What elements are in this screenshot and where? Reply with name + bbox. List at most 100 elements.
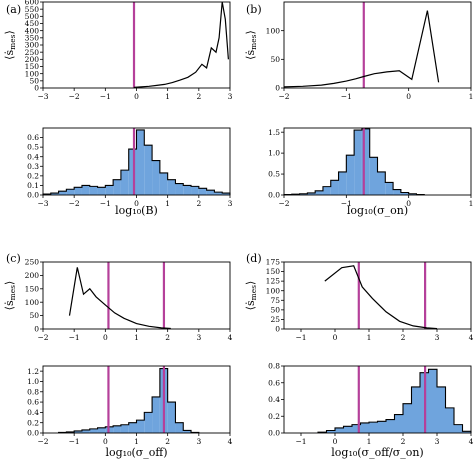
hist-bar — [81, 185, 90, 195]
hist-bar — [386, 419, 395, 433]
bottom-axis-xtick-label: −1 — [69, 437, 80, 446]
top-axis-ytick-label: 125 — [266, 277, 281, 286]
bottom-axis-xtick-label: −1 — [100, 199, 111, 208]
top-axis-ytick-label: 50 — [29, 311, 39, 320]
bottom-axis-ytick-label: 0.8 — [268, 362, 280, 371]
top-axis-xtick-label: 0 — [333, 333, 338, 342]
bottom-axis-ytick-label: 0.4 — [27, 152, 39, 161]
hist-bar — [214, 192, 223, 195]
top-axis-ytick-label: 25 — [270, 315, 280, 324]
hist-bar — [74, 430, 82, 433]
bottom-axis-ytick-label: 0.6 — [268, 378, 280, 387]
hist-bar — [136, 420, 145, 433]
hist-bar — [191, 186, 199, 195]
hist-bar — [322, 186, 331, 195]
top-plot-frame — [42, 261, 231, 330]
top-plot-frame — [42, 1, 231, 89]
bottom-axis-xtick-label: 0 — [333, 437, 338, 446]
bottom-axis-ytick-label: 0.5 — [27, 143, 39, 152]
bottom-axis-ytick-label: 0.0 — [268, 429, 280, 438]
top-axis-xtick-label: 2 — [196, 92, 201, 101]
hist-bar — [394, 414, 403, 433]
hist-bar — [136, 129, 145, 195]
hist-bar — [183, 430, 192, 433]
top-axis-xtick-label: 2 — [401, 333, 406, 342]
x-axis-label: log₁₀(σ_off/σ_on) — [331, 446, 423, 459]
bottom-axis-ytick-label: 0.0 — [27, 429, 39, 438]
top-axis-ytick-label: 250 — [25, 258, 40, 267]
hist-bar — [128, 149, 137, 195]
bottom-axis-xtick-label: −2 — [278, 199, 289, 208]
top-axis-ytick-label: 0 — [275, 84, 280, 93]
top-axis-xtick-label: 0 — [134, 92, 139, 101]
bottom-plot-frame — [283, 365, 472, 434]
top-axis-ytick-label: 450 — [25, 19, 40, 28]
bottom-axis-ytick-label: 0.3 — [27, 162, 39, 171]
panel-1: 0 50 100 −2 −1 0 1 ⟨ṡmes⟩ 0.0 0.5 1.0 1.5 −2 −1 0 1 log₁… — [244, 1, 473, 217]
hist-bar — [89, 428, 98, 433]
hist-outline — [317, 368, 472, 433]
top-axis-xtick-label: −1 — [341, 92, 352, 101]
hist-outline — [42, 129, 231, 195]
hist-bar — [445, 407, 454, 433]
y-axis-label-end: ⟩ — [244, 30, 257, 34]
hist-bar — [183, 185, 192, 195]
bottom-axis-xtick-label: −1 — [295, 437, 306, 446]
hist-bar — [152, 396, 160, 433]
panel-label: (d) — [246, 252, 262, 265]
bottom-axis-ytick-label: 0.2 — [27, 171, 39, 180]
y-axis-label-subscript: mes — [249, 34, 258, 50]
top-axis-ytick-label: 350 — [25, 33, 40, 42]
hist-bar — [354, 130, 362, 195]
hist-bar — [152, 160, 160, 195]
top-axis-xtick-label: 2 — [165, 333, 170, 342]
top-axis-ytick-label: 300 — [25, 41, 40, 50]
bottom-axis-ytick-label: 0.6 — [27, 133, 39, 142]
hist-bar — [369, 422, 378, 433]
bottom-axis-xtick-label: 0 — [406, 199, 411, 208]
bottom-axis-xtick-label: 0 — [103, 437, 108, 446]
top-axis-ytick-label: 50 — [270, 305, 280, 314]
bottom-axis-xtick-label: 2 — [196, 199, 201, 208]
top-axis-xtick-label: 4 — [228, 333, 233, 342]
top-axis-xtick-label: 3 — [196, 333, 201, 342]
top-axis-xtick-label: 3 — [435, 333, 440, 342]
top-axis-xtick-label: 3 — [228, 92, 233, 101]
series-line — [324, 265, 438, 330]
hist-bar — [97, 427, 106, 433]
hist-bar — [58, 191, 67, 195]
bottom-axis-xtick-label: −2 — [69, 199, 80, 208]
bottom-axis-xtick-label: 4 — [228, 437, 233, 446]
top-axis-ytick-label: 0 — [34, 84, 39, 93]
top-axis-ytick-label: 200 — [25, 55, 40, 64]
hist-bar — [346, 155, 355, 195]
top-axis-ytick-label: 400 — [25, 26, 40, 35]
top-axis-ytick-label: 0 — [275, 325, 280, 334]
bottom-axis-ytick-label: 0.5 — [268, 170, 280, 179]
top-axis-xtick-label: 1 — [367, 333, 372, 342]
hist-bar — [167, 179, 176, 195]
bottom-axis-xtick-label: 1 — [165, 199, 170, 208]
panel-label: (c) — [6, 252, 21, 265]
hist-bar — [377, 421, 386, 433]
top-axis-xtick-label: −2 — [278, 92, 289, 101]
bottom-axis-ytick-label: 0.8 — [27, 387, 39, 396]
hist-bar — [360, 422, 369, 433]
top-axis-ytick-label: 75 — [270, 296, 280, 305]
top-axis-xtick-label: −1 — [69, 333, 80, 342]
hist-bar — [361, 128, 370, 195]
hist-bar — [411, 386, 420, 433]
top-axis-ytick-label: 0 — [34, 325, 39, 334]
hist-bar — [343, 426, 352, 433]
top-axis-ytick-label: 100 — [266, 286, 281, 295]
hist-bar — [330, 180, 339, 195]
hist-bar — [175, 183, 184, 195]
hist-bar — [144, 412, 153, 433]
bottom-axis-ytick-label: 1.0 — [27, 377, 39, 386]
top-axis-xtick-label: −3 — [37, 92, 48, 101]
hist-bar — [105, 185, 114, 195]
top-axis-ytick-label: 150 — [25, 284, 40, 293]
top-axis-ytick-label: 175 — [266, 258, 281, 267]
hist-bar — [128, 422, 137, 433]
